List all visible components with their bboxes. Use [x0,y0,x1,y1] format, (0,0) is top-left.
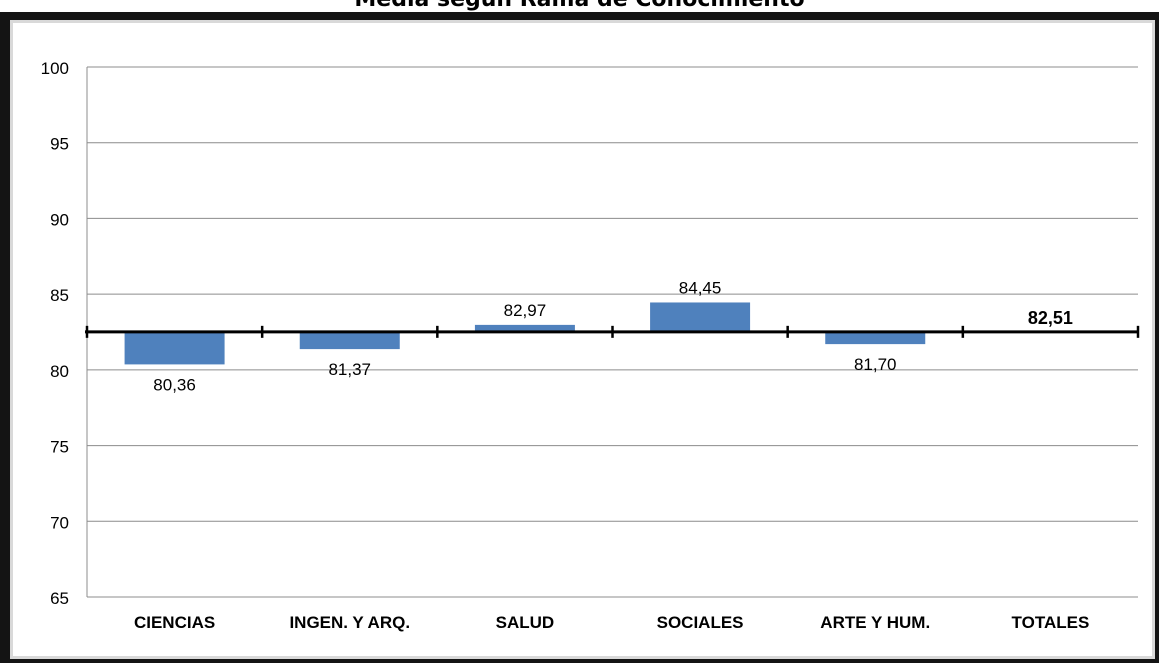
data-label: 82,51 [1028,308,1073,328]
y-tick-label: 100 [41,59,69,78]
bar [825,331,926,345]
data-label: 80,36 [153,375,196,394]
y-tick-label: 85 [50,286,69,305]
x-category-label: ARTE Y HUM. [820,613,930,632]
x-category-label: INGEN. Y ARQ. [289,613,410,632]
data-label: 84,45 [679,278,722,297]
data-label: 81,37 [328,360,371,379]
y-tick-label: 65 [50,589,69,608]
y-tick-label: 75 [50,438,69,457]
x-category-label: SOCIALES [657,613,744,632]
y-tick-label: 80 [50,362,69,381]
y-tick-label: 95 [50,135,69,154]
x-category-label: TOTALES [1012,613,1090,632]
bar [299,331,400,350]
data-label: 82,97 [504,301,547,320]
bar [474,324,575,332]
bar [124,331,225,365]
data-label: 81,70 [854,355,897,374]
y-tick-label: 90 [50,210,69,229]
bar [650,302,751,332]
x-category-label: SALUD [496,613,555,632]
y-tick-label: 70 [50,513,69,532]
chart-title: Media según Rama de Conocimiento [0,0,1159,12]
x-category-label: CIENCIAS [134,613,215,632]
